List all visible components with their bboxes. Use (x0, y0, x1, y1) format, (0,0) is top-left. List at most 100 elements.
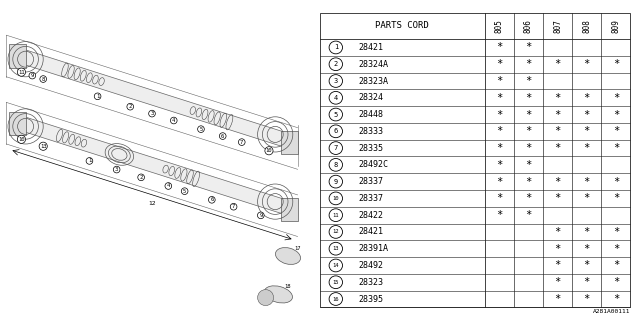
Text: *: * (612, 126, 619, 136)
Text: *: * (584, 109, 590, 120)
Text: 28335: 28335 (358, 144, 383, 153)
Text: *: * (496, 210, 502, 220)
Text: 28323: 28323 (358, 278, 383, 287)
Text: *: * (525, 59, 532, 69)
Text: *: * (554, 59, 561, 69)
Text: *: * (584, 193, 590, 204)
Text: 28422: 28422 (358, 211, 383, 220)
Text: *: * (584, 59, 590, 69)
Text: *: * (584, 126, 590, 136)
Text: *: * (584, 244, 590, 254)
Text: 28324A: 28324A (358, 60, 388, 69)
Text: 10: 10 (333, 196, 339, 201)
Text: 11: 11 (18, 70, 25, 75)
Text: *: * (554, 109, 561, 120)
Text: *: * (554, 126, 561, 136)
Text: 2: 2 (129, 104, 132, 109)
Text: *: * (584, 227, 590, 237)
Text: *: * (525, 143, 532, 153)
Text: 1: 1 (88, 158, 91, 164)
Text: *: * (496, 193, 502, 204)
Text: 7: 7 (232, 204, 236, 209)
Text: *: * (496, 76, 502, 86)
Text: *: * (525, 109, 532, 120)
Text: 28492C: 28492C (358, 160, 388, 169)
Text: *: * (584, 177, 590, 187)
Text: 17: 17 (294, 246, 301, 251)
Text: *: * (554, 277, 561, 287)
Text: 7: 7 (240, 140, 243, 145)
Text: 10: 10 (266, 148, 272, 153)
Text: 28337: 28337 (358, 177, 383, 186)
Text: 12: 12 (148, 201, 156, 206)
Text: *: * (496, 109, 502, 120)
FancyBboxPatch shape (9, 112, 26, 135)
Text: *: * (584, 260, 590, 270)
Text: *: * (496, 126, 502, 136)
Text: *: * (554, 143, 561, 153)
Text: 28492: 28492 (358, 261, 383, 270)
Text: *: * (612, 59, 619, 69)
Text: 14: 14 (333, 263, 339, 268)
Text: 9: 9 (259, 213, 262, 218)
Text: *: * (496, 177, 502, 187)
Text: 4: 4 (333, 95, 338, 101)
Text: 3: 3 (150, 111, 154, 116)
FancyBboxPatch shape (282, 131, 298, 154)
FancyBboxPatch shape (9, 44, 26, 68)
Text: 6: 6 (333, 128, 338, 134)
Text: 4: 4 (172, 118, 175, 123)
Text: 6: 6 (210, 197, 214, 202)
Text: *: * (525, 43, 532, 52)
Text: *: * (554, 193, 561, 204)
Text: 1: 1 (333, 44, 338, 51)
Text: 28324: 28324 (358, 93, 383, 102)
Text: 3: 3 (333, 78, 338, 84)
Text: *: * (525, 93, 532, 103)
Text: 12: 12 (333, 229, 339, 235)
Ellipse shape (275, 248, 301, 264)
Polygon shape (14, 115, 290, 215)
Text: *: * (554, 177, 561, 187)
Text: 28391A: 28391A (358, 244, 388, 253)
Text: *: * (496, 160, 502, 170)
Text: 806: 806 (524, 19, 533, 33)
Text: 28395: 28395 (358, 294, 383, 303)
Text: *: * (612, 93, 619, 103)
Circle shape (258, 290, 274, 306)
Text: 5: 5 (199, 127, 203, 132)
Text: *: * (554, 93, 561, 103)
Text: *: * (554, 227, 561, 237)
Text: 15: 15 (333, 280, 339, 285)
Text: *: * (496, 59, 502, 69)
Text: 5: 5 (333, 112, 338, 117)
Text: 809: 809 (611, 19, 620, 33)
Text: *: * (525, 210, 532, 220)
Ellipse shape (264, 286, 292, 303)
Text: 28421: 28421 (358, 43, 383, 52)
Text: 28323A: 28323A (358, 76, 388, 85)
Text: 28333: 28333 (358, 127, 383, 136)
Text: 6: 6 (221, 133, 225, 139)
Text: *: * (612, 109, 619, 120)
Text: 807: 807 (553, 19, 562, 33)
Text: *: * (584, 277, 590, 287)
Text: 1: 1 (96, 94, 99, 99)
Text: *: * (612, 260, 619, 270)
Text: 4: 4 (166, 183, 170, 188)
Text: A281A00111: A281A00111 (593, 309, 630, 314)
Text: *: * (612, 294, 619, 304)
Text: *: * (496, 93, 502, 103)
FancyBboxPatch shape (282, 198, 298, 221)
Text: 10: 10 (18, 137, 25, 142)
Text: *: * (496, 43, 502, 52)
Text: *: * (525, 126, 532, 136)
Text: 13: 13 (40, 144, 47, 149)
Text: 8: 8 (42, 76, 45, 82)
Text: 8: 8 (333, 162, 338, 168)
Text: 805: 805 (495, 19, 504, 33)
Text: 5: 5 (183, 189, 186, 194)
Text: *: * (525, 76, 532, 86)
Text: 9: 9 (31, 73, 34, 78)
Text: *: * (612, 193, 619, 204)
